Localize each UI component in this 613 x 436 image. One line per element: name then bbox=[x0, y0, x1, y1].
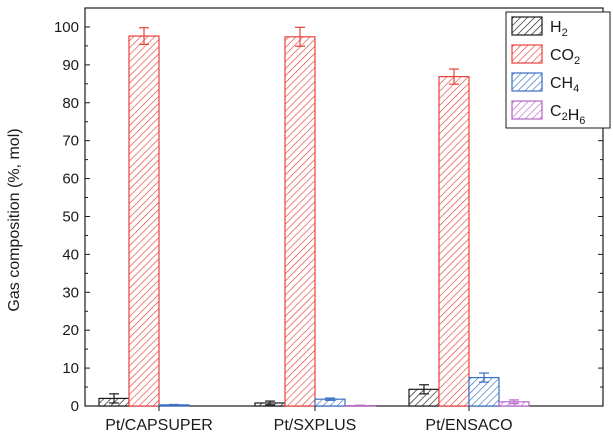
y-tick-label: 10 bbox=[62, 360, 79, 377]
error-bars-group bbox=[109, 26, 519, 407]
x-tick-label: Pt/SXPLUS bbox=[274, 417, 357, 434]
y-tick-label: 60 bbox=[62, 171, 79, 188]
bar bbox=[438, 76, 470, 407]
x-tick-label: Pt/ENSACO bbox=[425, 417, 512, 434]
y-tick-label: 50 bbox=[62, 208, 79, 225]
legend-swatch bbox=[511, 44, 543, 64]
y-axis: 0 10 20 30 40 50 60 70 80 90 100 bbox=[54, 7, 603, 415]
y-tick-label: 40 bbox=[62, 246, 79, 263]
y-tick-label: 0 bbox=[71, 398, 79, 415]
legend-swatch bbox=[511, 16, 543, 36]
legend-label: CO2 bbox=[550, 47, 580, 67]
y-axis-title: Gas composition (%, mol) bbox=[6, 128, 23, 311]
bar bbox=[128, 35, 160, 407]
y-tick-label: 100 bbox=[54, 19, 79, 36]
y-tick-label: 70 bbox=[62, 133, 79, 150]
legend-label: H2 bbox=[550, 19, 568, 39]
legend: H2 CO2 CH4 C2H6 bbox=[505, 11, 611, 129]
bars-group bbox=[98, 35, 530, 407]
x-tick-label: Pt/CAPSUPER bbox=[105, 417, 213, 434]
legend-swatch bbox=[511, 100, 543, 120]
y-tick-label: 90 bbox=[62, 57, 79, 74]
y-tick-label: 20 bbox=[62, 322, 79, 339]
y-tick-label: 30 bbox=[62, 284, 79, 301]
legend-swatch bbox=[511, 72, 543, 92]
y-tick-label: 80 bbox=[62, 95, 79, 112]
x-axis: Pt/CAPSUPER Pt/SXPLUS Pt/ENSACO bbox=[105, 406, 513, 434]
bar bbox=[284, 36, 316, 407]
legend-label: C2H6 bbox=[550, 103, 585, 127]
legend-label: CH4 bbox=[550, 75, 579, 95]
